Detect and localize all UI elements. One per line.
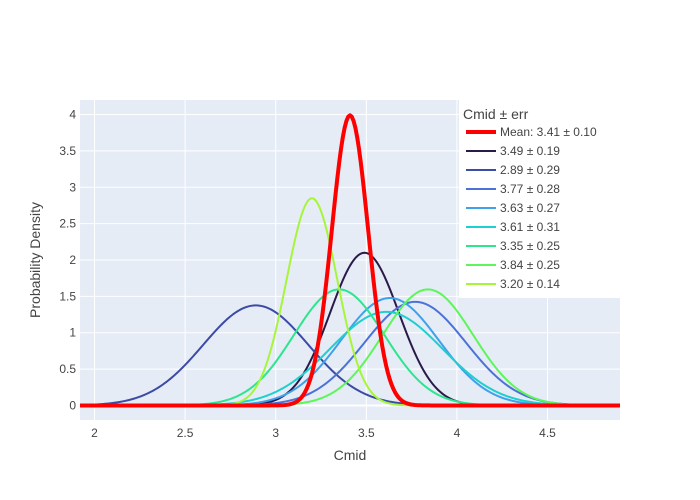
legend[interactable]: Cmid ± err Mean: 3.41 ± 0.10 3.49 ± 0.19 2… bbox=[459, 100, 620, 298]
y-tick-label: 2.5 bbox=[59, 217, 76, 231]
legend-item[interactable]: 3.84 ± 0.25 bbox=[466, 258, 560, 272]
legend-item[interactable]: 3.20 ± 0.14 bbox=[466, 277, 560, 291]
x-tick-label: 3.5 bbox=[358, 426, 375, 440]
legend-label: 3.77 ± 0.28 bbox=[500, 182, 560, 196]
legend-item[interactable]: 3.61 ± 0.31 bbox=[466, 220, 560, 234]
legend-item[interactable]: 3.49 ± 0.19 bbox=[466, 144, 560, 158]
legend-label: 3.84 ± 0.25 bbox=[500, 258, 560, 272]
x-tick-label: 3 bbox=[272, 426, 279, 440]
legend-label: 3.63 ± 0.27 bbox=[500, 201, 560, 215]
y-axis-ticks: 0 0.5 1 1.5 2 2.5 3 3.5 4 bbox=[59, 108, 76, 413]
y-tick-label: 1.5 bbox=[59, 289, 76, 303]
legend-title: Cmid ± err bbox=[463, 106, 529, 122]
legend-label: 2.89 ± 0.29 bbox=[500, 163, 560, 177]
y-tick-label: 3.5 bbox=[59, 144, 76, 158]
legend-item[interactable]: 3.35 ± 0.25 bbox=[466, 239, 560, 253]
y-tick-label: 4 bbox=[69, 108, 76, 122]
x-tick-label: 4.5 bbox=[539, 426, 556, 440]
x-tick-label: 2 bbox=[91, 426, 98, 440]
legend-items: Mean: 3.41 ± 0.10 3.49 ± 0.19 2.89 ± 0.29 3… bbox=[466, 125, 597, 291]
x-tick-label: 2.5 bbox=[177, 426, 194, 440]
y-tick-label: 1 bbox=[69, 326, 76, 340]
legend-label: 3.61 ± 0.31 bbox=[500, 220, 560, 234]
legend-item[interactable]: 2.89 ± 0.29 bbox=[466, 163, 560, 177]
y-tick-label: 2 bbox=[69, 253, 76, 267]
legend-label: Mean: 3.41 ± 0.10 bbox=[500, 125, 597, 139]
y-tick-label: 0 bbox=[69, 398, 76, 412]
series-lines bbox=[79, 113, 621, 408]
y-tick-label: 0.5 bbox=[59, 362, 76, 376]
legend-label: 3.35 ± 0.25 bbox=[500, 239, 560, 253]
legend-label: 3.49 ± 0.19 bbox=[500, 144, 560, 158]
series-line-mean bbox=[79, 113, 621, 408]
x-axis-ticks: 2 2.5 3 3.5 4 4.5 bbox=[91, 426, 556, 440]
y-axis-title: Probability Density bbox=[27, 202, 43, 318]
legend-label: 3.20 ± 0.14 bbox=[500, 277, 560, 291]
y-tick-label: 3 bbox=[69, 180, 76, 194]
legend-item[interactable]: 3.63 ± 0.27 bbox=[466, 201, 560, 215]
legend-item[interactable]: 3.77 ± 0.28 bbox=[466, 182, 560, 196]
legend-item[interactable]: Mean: 3.41 ± 0.10 bbox=[466, 125, 597, 139]
x-tick-label: 4 bbox=[454, 426, 461, 440]
x-axis-title: Cmid bbox=[334, 447, 367, 463]
